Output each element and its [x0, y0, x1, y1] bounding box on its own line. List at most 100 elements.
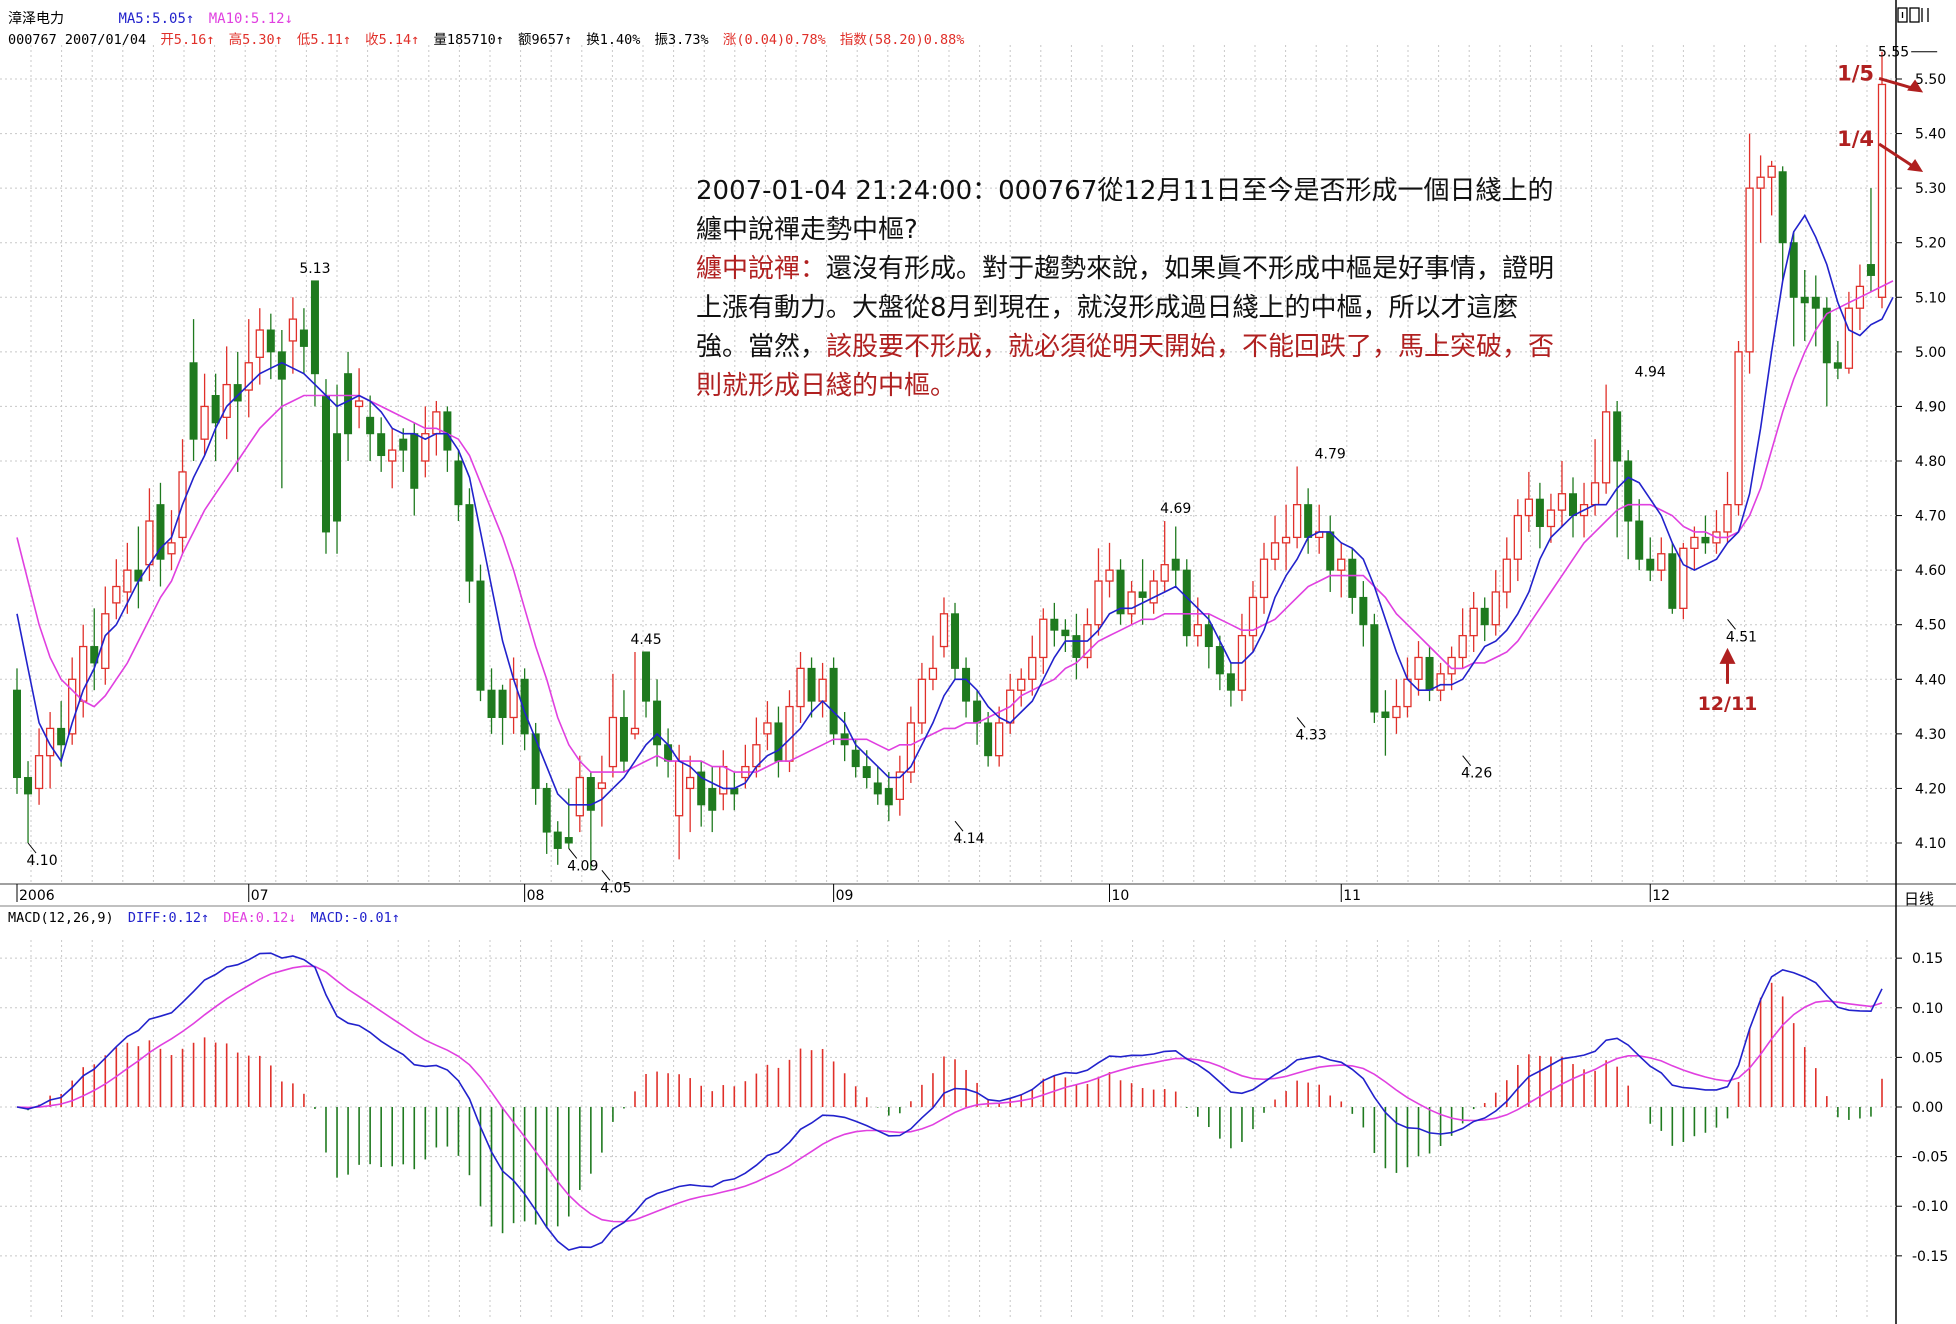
candle-body — [377, 433, 386, 457]
candle-body — [906, 722, 916, 773]
candle-body — [388, 449, 397, 462]
candle-body — [266, 329, 275, 353]
candle-body — [399, 438, 408, 451]
code-date: 000767 2007/01/04 — [8, 32, 147, 48]
candle-body — [432, 411, 441, 435]
candle-body — [1292, 504, 1302, 539]
close-value: 收5.14↑ — [365, 32, 420, 48]
candle-body — [200, 405, 209, 440]
peak-label: 4.33 — [1296, 727, 1327, 743]
candle-body — [619, 716, 628, 762]
candle-body — [1844, 307, 1854, 369]
month-label: 11 — [1343, 888, 1361, 904]
price-tick-label: 5.00 — [1915, 345, 1946, 361]
annotation-speaker: 纏中說禪： — [696, 254, 827, 284]
candle-body — [1524, 498, 1534, 517]
price-tick-label: 5.50 — [1915, 72, 1946, 88]
candle-body — [1690, 536, 1699, 549]
candle-body — [1171, 558, 1180, 571]
peak-label: 4.26 — [1461, 766, 1492, 782]
ma5-value: MA5:5.05↑ — [118, 11, 195, 27]
candle-body — [1613, 411, 1622, 462]
annotation-text: 2007-01-04 21:24:00：000767從12月11日至今是否形成一… — [696, 172, 1556, 406]
candle-body — [465, 504, 474, 582]
dea-line — [16, 965, 1883, 1223]
candle-body — [873, 782, 882, 795]
candle-body — [1392, 705, 1401, 719]
candle-body — [366, 416, 375, 435]
candle-body — [1215, 646, 1224, 675]
candle-body — [1337, 558, 1346, 571]
high-value: 高5.30↑ — [228, 32, 283, 48]
ma10-line — [16, 280, 1894, 773]
month-label: 12 — [1652, 888, 1670, 904]
annotation-answer-2: 該股要不形成，就必須從明天開始，不能回跌了，馬上突破，否則就形成日綫的中樞。 — [696, 332, 1555, 401]
candle-body — [24, 777, 33, 795]
candle-body — [211, 395, 220, 424]
candle-body — [686, 776, 695, 790]
candle-body — [1359, 596, 1368, 626]
candle-body — [553, 831, 562, 849]
candle-body — [255, 329, 264, 358]
candle-body — [763, 722, 772, 735]
candle-body — [708, 787, 717, 811]
candle-body — [1458, 634, 1467, 659]
candle-body — [531, 733, 540, 789]
candle-body — [1546, 509, 1556, 528]
candle-body — [1789, 242, 1798, 298]
candle-body — [984, 722, 993, 757]
candle-body — [1017, 678, 1026, 691]
candle-body — [1590, 482, 1600, 506]
candle-body — [962, 667, 971, 702]
candle-body — [1259, 558, 1269, 599]
peak-label: 4.14 — [953, 831, 984, 847]
marker-arrow-head — [1907, 79, 1924, 93]
candle-body — [1502, 558, 1511, 593]
candle-body — [1270, 542, 1280, 560]
candle-body — [1679, 547, 1688, 609]
candle-body — [134, 569, 143, 582]
candle-body — [1039, 618, 1048, 659]
price-tick-label: 4.40 — [1915, 672, 1946, 688]
macd-tick-label: -0.15 — [1912, 1249, 1948, 1265]
split-view-icon[interactable] — [1897, 7, 1929, 23]
candle-body — [1701, 536, 1710, 544]
annotation-question: 2007-01-04 21:24:00：000767從12月11日至今是否形成一… — [696, 176, 1554, 245]
candle-body — [1304, 504, 1313, 538]
candle-body — [123, 569, 132, 593]
candle-body — [1778, 171, 1787, 244]
candle-body — [1767, 165, 1776, 178]
marker-arrow-shaft — [1878, 142, 1918, 171]
candle-body — [1601, 411, 1611, 484]
price-tick-label: 5.30 — [1915, 181, 1946, 197]
annotations: 4.10 5.13 4.094.05 4.45 4.14 4.69 4.33 4.79 4.26… — [26, 45, 1938, 896]
period-label[interactable]: 日线 — [1904, 890, 1934, 908]
candle-body — [34, 755, 44, 790]
candle-body — [796, 667, 805, 708]
candle-body — [1833, 362, 1842, 369]
peak-label: 4.09 — [567, 858, 598, 874]
candle-body — [586, 777, 595, 811]
candle-body — [443, 411, 452, 451]
candle-body — [730, 787, 739, 795]
ma10-value: MA10:5.12↓ — [208, 11, 294, 27]
price-tick-label: 4.30 — [1915, 727, 1946, 743]
candle-body — [79, 645, 88, 702]
price-tick-label: 4.50 — [1915, 618, 1946, 634]
candle-body — [277, 351, 286, 380]
candle-body — [1127, 591, 1136, 615]
candle-body — [1822, 307, 1831, 364]
candle-body — [1513, 514, 1522, 560]
candle-body — [1370, 624, 1379, 713]
macd-tick-label: -0.10 — [1912, 1199, 1948, 1215]
header-row-2: 000767 2007/01/04 开5.16↑ 高5.30↑ 低5.11↑ 收… — [8, 28, 970, 48]
candle-body — [1248, 596, 1258, 637]
candle-body — [222, 383, 231, 418]
annotation-answer-1: 還沒有形成。對于趨勢來說，如果眞不形成中樞是好事情，證明上漲有動力。大盤從8月到… — [696, 254, 1555, 362]
price-tick-label: 5.40 — [1915, 127, 1946, 143]
candle-body — [1723, 504, 1732, 533]
candle-body — [299, 329, 308, 347]
candle-body — [1811, 296, 1820, 309]
candle-body — [1800, 296, 1809, 304]
month-label: 2006 — [19, 888, 55, 904]
